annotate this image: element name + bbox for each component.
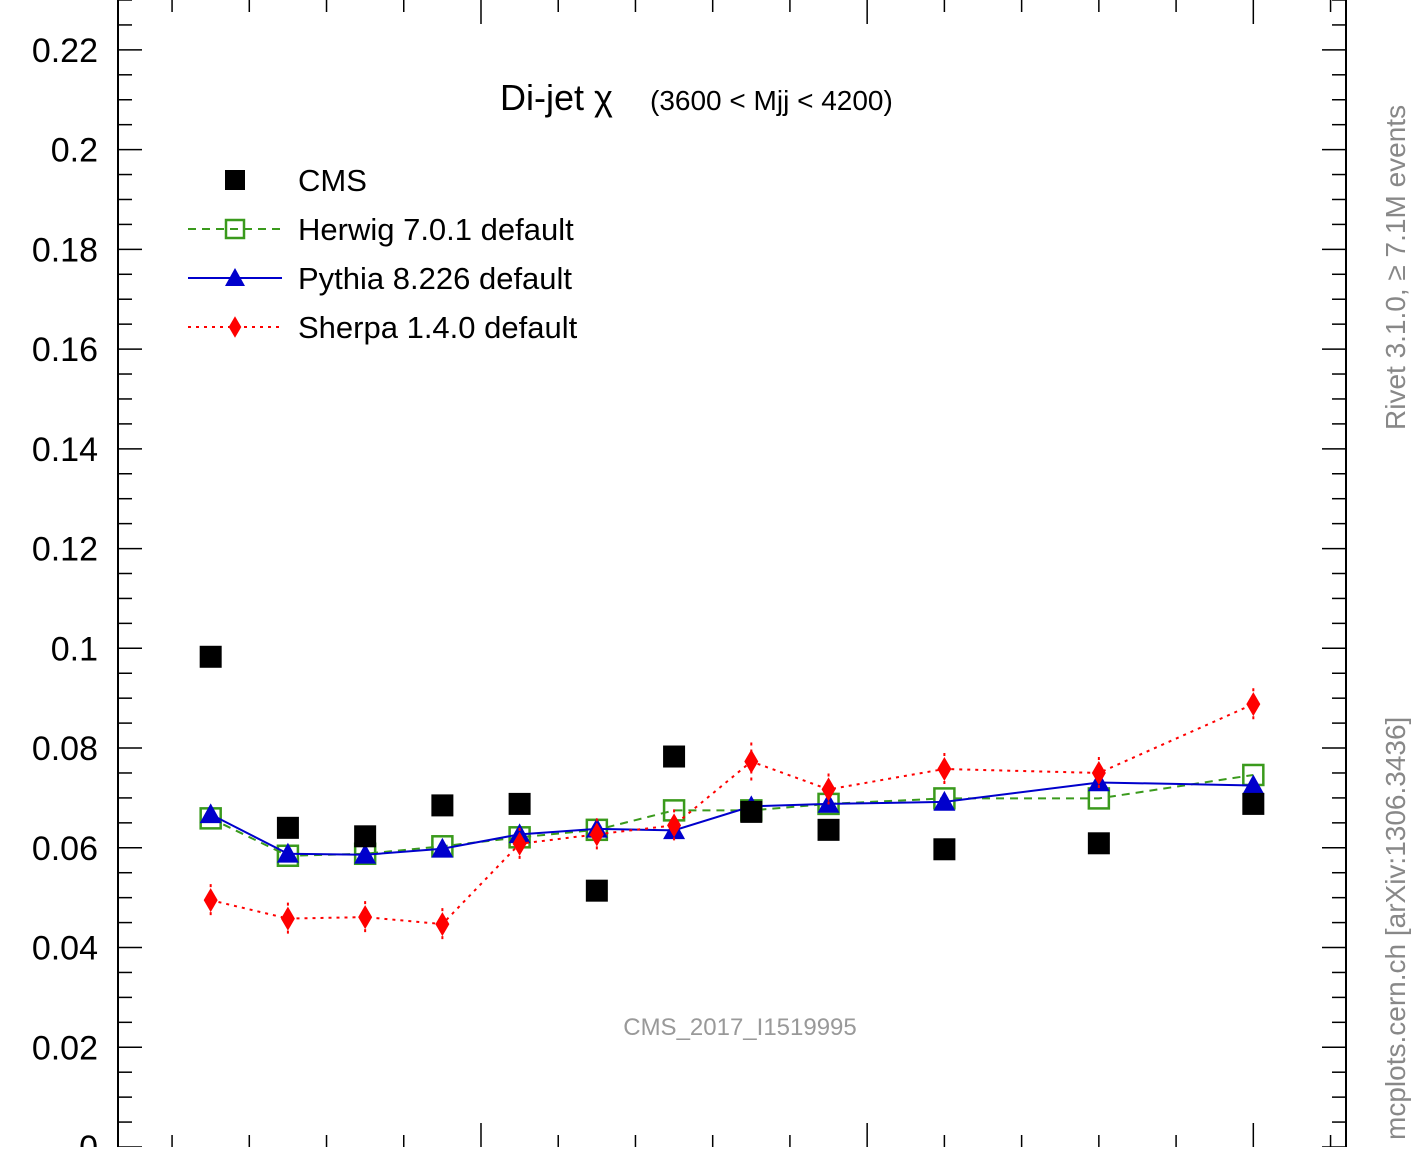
side-annotation-top: Rivet 3.1.0, ≥ 7.1M events bbox=[1380, 105, 1411, 430]
side-annotation-bottom: mcplots.cern.ch [arXiv:1306.3436] bbox=[1380, 717, 1411, 1140]
chart-title: Di-jet χ bbox=[500, 77, 613, 118]
legend-label: Pythia 8.226 default bbox=[298, 261, 572, 296]
legend-marker bbox=[228, 316, 242, 338]
data-point bbox=[203, 888, 218, 913]
data-point bbox=[354, 825, 377, 848]
series-0 bbox=[199, 645, 1265, 902]
y-tick-labels: 0.02 0.04 0.06 0.08 0.1 0.12 0.14 0.16 0.18 0.2 0.… bbox=[32, 32, 98, 1152]
legend-marker bbox=[225, 170, 245, 190]
legend-label: Sherpa 1.4.0 default bbox=[298, 310, 578, 345]
y-tick-label: 0.2 bbox=[51, 132, 98, 170]
legend-marker bbox=[225, 268, 245, 286]
data-point bbox=[1091, 760, 1106, 785]
y-tick-label: 0.22 bbox=[32, 32, 98, 70]
y-tick-label: 0 bbox=[79, 1129, 98, 1147]
data-point bbox=[512, 831, 527, 856]
y-tick-label: 0.1 bbox=[51, 630, 98, 668]
data-point bbox=[589, 822, 604, 847]
data-point bbox=[933, 790, 956, 811]
data-point bbox=[585, 879, 608, 902]
data-point bbox=[1242, 792, 1265, 815]
y-tick-label: 0.02 bbox=[32, 1029, 98, 1067]
data-point bbox=[354, 843, 377, 864]
data-point bbox=[280, 906, 295, 931]
data-point bbox=[276, 816, 299, 839]
legend-item: CMS bbox=[225, 163, 367, 198]
y-tick-label: 0.08 bbox=[32, 730, 98, 768]
legend-item: Sherpa 1.4.0 default bbox=[188, 310, 578, 345]
data-point bbox=[1246, 692, 1261, 717]
y-tick-label: 0.06 bbox=[32, 830, 98, 868]
y-tick-label: 0.04 bbox=[32, 930, 98, 968]
series-3 bbox=[203, 688, 1261, 941]
series-line bbox=[210, 703, 1254, 926]
data-point bbox=[740, 800, 763, 823]
data-point bbox=[937, 756, 952, 781]
data-point bbox=[821, 777, 836, 802]
legend-label: Herwig 7.0.1 default bbox=[298, 212, 574, 247]
chart-subtitle: (3600 < Mjj < 4200) bbox=[650, 85, 893, 116]
data-point bbox=[933, 838, 956, 861]
data-point bbox=[199, 645, 222, 668]
data-point bbox=[667, 813, 682, 838]
y-tick-label: 0.18 bbox=[32, 231, 98, 269]
series-layer bbox=[199, 645, 1265, 941]
data-point bbox=[435, 912, 450, 937]
data-point bbox=[1087, 832, 1110, 855]
data-point bbox=[663, 745, 686, 768]
series-line bbox=[210, 781, 1254, 856]
data-point bbox=[431, 837, 454, 858]
data-point bbox=[199, 803, 222, 824]
data-point bbox=[1242, 774, 1265, 795]
legend-marker bbox=[224, 218, 246, 240]
y-tick-label: 0.12 bbox=[32, 531, 98, 569]
legend-label: CMS bbox=[298, 163, 367, 198]
axes bbox=[117, 0, 1347, 1148]
y-tick-label: 0.14 bbox=[32, 431, 98, 469]
data-point bbox=[358, 905, 373, 930]
data-point bbox=[508, 792, 531, 815]
legend-item: Pythia 8.226 default bbox=[188, 261, 572, 296]
legend-item: Herwig 7.0.1 default bbox=[188, 212, 574, 247]
data-point bbox=[817, 818, 840, 841]
watermark: CMS_2017_I1519995 bbox=[623, 1014, 857, 1041]
y-tick-label: 0.16 bbox=[32, 331, 98, 369]
data-point bbox=[431, 794, 454, 817]
data-point bbox=[744, 749, 759, 774]
data-point bbox=[276, 842, 299, 863]
legend: CMS Herwig 7.0.1 default Pythia 8.226 defa… bbox=[188, 163, 578, 345]
